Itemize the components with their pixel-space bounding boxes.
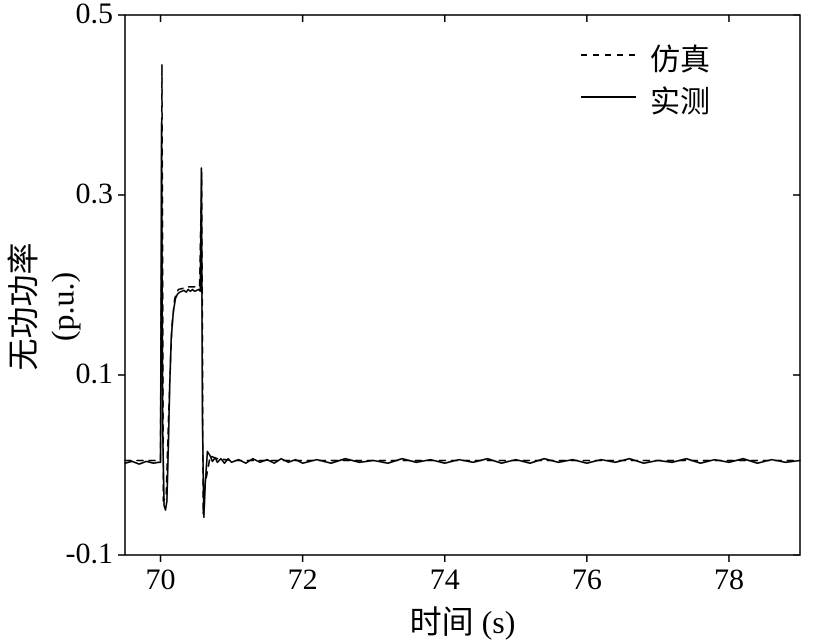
ytick-label: 0.3 [76,177,114,211]
ytick-label: -0.1 [66,537,114,571]
chart-container: 时间 (s) 无功功率 (p.u.) 7072747678-0.10.10.30… [0,0,814,639]
series-simulated [125,65,800,515]
y-axis-label: 无功功率 (p.u.) [0,207,82,407]
xtick-label: 72 [278,563,328,597]
series-measured [125,123,800,517]
ytick-label: 0.1 [76,357,114,391]
xtick-label: 74 [420,563,470,597]
xtick-label: 70 [136,563,186,597]
legend-label-measured: 实测 [650,77,710,121]
x-axis-label: 时间 (s) [383,597,543,643]
legend-label-simulated: 仿真 [650,35,710,79]
xtick-label: 76 [562,563,612,597]
xtick-label: 78 [704,563,754,597]
ytick-label: 0.5 [76,0,114,31]
